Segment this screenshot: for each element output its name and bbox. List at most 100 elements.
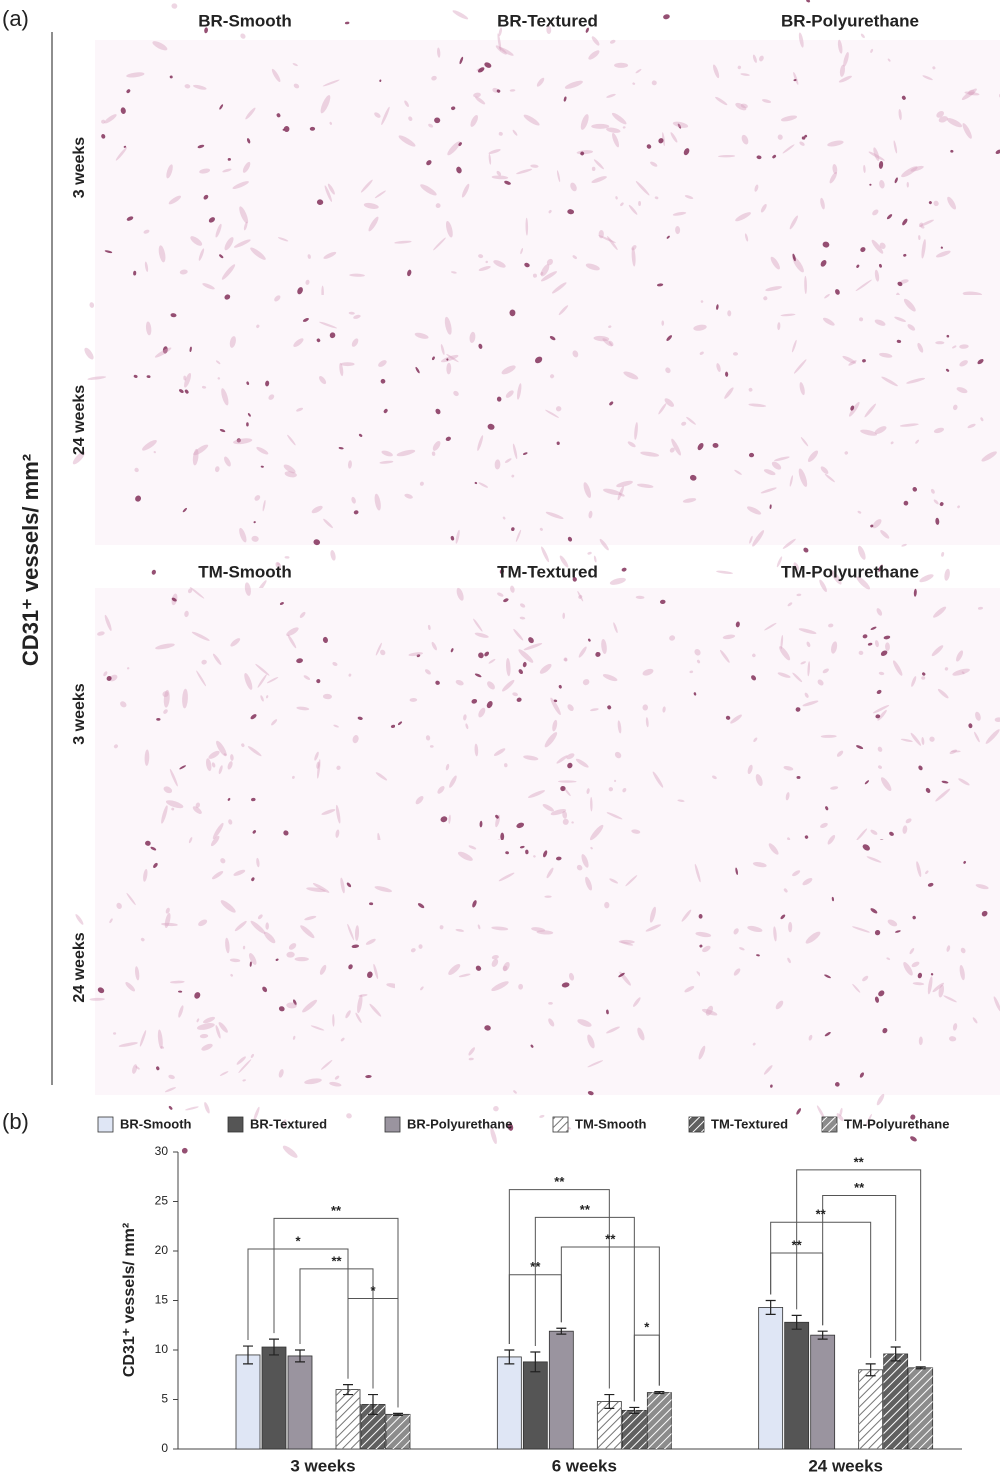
- tissue-speck: [549, 335, 556, 341]
- tissue-speck: [322, 636, 328, 644]
- tissue-speck: [434, 117, 441, 124]
- tissue-speck: [903, 500, 909, 506]
- tissue-speck: [260, 695, 264, 702]
- tissue-speck: [333, 724, 339, 728]
- column-heading: TM-Textured: [497, 562, 598, 581]
- tissue-speck: [513, 1090, 517, 1094]
- tissue-speck: [740, 103, 748, 109]
- tissue-speck: [963, 860, 966, 864]
- tissue-speck: [747, 925, 763, 933]
- tissue-speck: [512, 692, 518, 697]
- tissue-speck: [525, 217, 529, 236]
- tissue-speck: [184, 373, 192, 388]
- tissue-speck: [496, 170, 502, 176]
- legend-swatch-hatch: [553, 1117, 568, 1132]
- tissue-speck: [585, 263, 600, 271]
- tissue-speck: [975, 711, 981, 721]
- tissue-speck: [920, 225, 925, 229]
- tissue-speck: [495, 814, 501, 828]
- tissue-speck: [918, 235, 921, 241]
- tissue-speck: [178, 389, 184, 394]
- tissue-speck: [420, 184, 437, 196]
- tissue-speck: [608, 340, 614, 347]
- tissue-speck: [634, 422, 638, 440]
- tissue-speck: [528, 637, 534, 644]
- tissue-speck: [716, 304, 719, 310]
- tissue-speck: [474, 632, 489, 638]
- tissue-speck: [838, 75, 852, 83]
- tissue-speck: [484, 651, 490, 657]
- tissue-speck: [431, 356, 435, 361]
- tissue-speck: [248, 953, 257, 965]
- tissue-speck: [453, 390, 459, 397]
- tissue-speck: [930, 488, 935, 494]
- tissue-speck: [262, 499, 266, 512]
- tissue-speck: [283, 464, 296, 474]
- column-heading: BR-Smooth: [198, 11, 291, 30]
- tissue-speck: [824, 1031, 831, 1037]
- tissue-speck: [445, 220, 453, 238]
- tissue-speck: [615, 196, 618, 200]
- tissue-speck: [523, 114, 540, 126]
- tissue-speck: [355, 1012, 362, 1024]
- tissue-speck: [777, 322, 781, 331]
- tissue-speck: [756, 155, 762, 160]
- tissue-speck: [192, 806, 202, 814]
- tissue-speck: [917, 342, 924, 353]
- tissue-speck: [754, 184, 759, 192]
- tissue-speck: [593, 159, 604, 170]
- tissue-speck: [698, 1045, 706, 1060]
- tissue-speck: [567, 536, 573, 542]
- tissue-speck: [518, 649, 534, 663]
- y-tick-label: 25: [155, 1194, 169, 1208]
- tissue-speck: [900, 738, 913, 742]
- tissue-speck: [201, 385, 207, 389]
- error-bar: [654, 1390, 665, 1395]
- tissue-speck: [201, 1043, 213, 1051]
- tissue-speck: [665, 367, 671, 374]
- tissue-speck: [126, 72, 145, 78]
- tissue-speck: [777, 672, 791, 678]
- tissue-speck: [125, 982, 136, 992]
- tissue-speck: [256, 857, 260, 868]
- tissue-speck: [294, 957, 309, 962]
- tissue-speck: [435, 680, 440, 685]
- tissue-speck: [959, 360, 968, 367]
- tissue-speck: [233, 239, 251, 248]
- tissue-speck: [570, 182, 577, 192]
- significance-bracket: [822, 1195, 897, 1342]
- tissue-speck: [458, 142, 462, 147]
- tissue-speck: [733, 928, 739, 935]
- tissue-speck: [739, 947, 745, 951]
- tissue-speck: [512, 443, 518, 460]
- tissue-speck: [856, 745, 864, 750]
- tissue-speck: [820, 734, 837, 738]
- tissue-speck: [299, 611, 306, 619]
- tissue-speck: [196, 1023, 215, 1030]
- tissue-speck: [919, 574, 934, 583]
- tissue-speck: [631, 247, 636, 267]
- tissue-speck: [905, 818, 912, 824]
- tissue-speck: [779, 646, 791, 661]
- legend-label: BR-Polyurethane: [407, 1116, 512, 1131]
- tissue-speck: [590, 708, 599, 712]
- tissue-speck: [168, 195, 181, 205]
- tissue-speck: [339, 362, 344, 377]
- tissue-speck: [857, 510, 862, 514]
- tissue-speck: [210, 835, 220, 847]
- tissue-speck: [536, 77, 545, 87]
- tissue-speck: [246, 138, 251, 144]
- tissue-speck: [654, 196, 659, 200]
- tissue-speck: [349, 273, 365, 277]
- tissue-speck: [800, 437, 809, 447]
- tissue-speck: [515, 529, 522, 542]
- tissue-speck: [144, 749, 150, 766]
- tissue-speck: [658, 138, 664, 144]
- tissue-speck: [450, 648, 454, 653]
- tissue-speck: [97, 987, 105, 994]
- tissue-speck: [771, 461, 782, 470]
- tissue-speck: [517, 383, 522, 400]
- tissue-speck: [469, 331, 476, 343]
- tissue-speck: [699, 351, 704, 355]
- tissue-speck: [491, 954, 499, 960]
